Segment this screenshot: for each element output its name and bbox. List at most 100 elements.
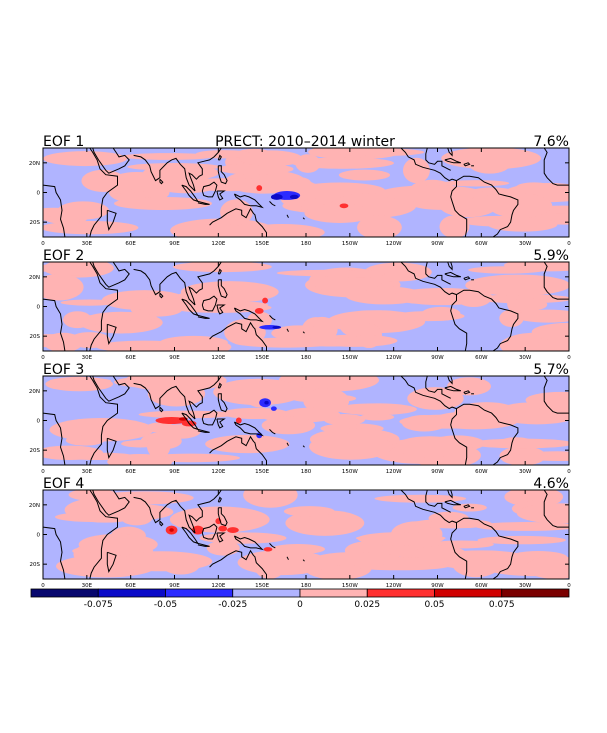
x-tick-label: 90E [169,241,180,247]
x-tick-label: 90W [431,469,444,475]
variance-label: 4.6% [533,476,569,492]
x-tick-label: 120E [211,355,225,361]
positive-region [487,217,558,232]
y-tick-label: 20S [30,220,41,226]
colorbar-tick-label: 0.025 [354,600,380,610]
colorbar-tick-label: 0.075 [489,600,515,610]
x-tick-label: 120W [386,469,402,475]
positive-region [285,510,365,536]
field-shading [43,262,569,351]
coastlines [43,490,569,579]
colorbar-swatch [501,588,570,598]
y-tick-label: 0 [37,533,41,539]
x-tick-label: 30E [82,355,93,361]
field-shading [43,490,569,579]
x-tick-label: 150E [255,469,269,475]
x-tick-label: 120W [386,583,402,589]
colorbar-swatch [165,588,234,598]
positive-region [394,436,465,458]
colorbar: -0.075 -0.05 -0.025 0 0.025 0.05 0.075 [30,588,570,610]
coastlines [43,148,569,237]
y-tick-label: 20N [29,275,40,281]
positive-region [291,157,394,169]
positive-region [402,157,430,184]
positive-region [516,503,569,524]
positive-region [531,322,569,342]
eof-panel-3: EOF 3 5.7% 20N 0 20S 0 30E 60E 90E 120E 150E 180 150… [29,362,571,475]
positive-region [173,262,272,273]
positive-region [146,432,171,459]
colorbar-tick-label: 0.05 [424,600,444,610]
x-tick-label: 180 [301,469,312,475]
positive-region [441,148,541,170]
x-tick-label: 0 [567,469,571,475]
x-tick-label: 30W [519,583,532,589]
positive-region [114,196,213,211]
positive-region [516,451,569,462]
x-tick-label: 60E [125,469,136,475]
panel-label: EOF 3 [43,362,84,378]
colorbar-swatch [30,588,99,598]
positive-region [101,503,174,520]
x-tick-label: 60W [475,241,488,247]
positive-region [488,193,553,219]
x-tick-label: 60W [475,469,488,475]
positive-region [338,169,391,181]
x-tick-label: 120E [211,241,225,247]
positive-region [206,540,240,556]
field-shading [43,376,569,465]
positive-region [413,545,467,562]
positive-region [374,494,467,503]
positive-region [339,312,370,337]
positive-region [455,288,492,308]
positive-region [95,491,194,505]
positive-region [159,424,201,439]
x-tick-label: 30W [519,241,532,247]
positive-region [283,506,335,517]
anomaly-blob [339,203,349,209]
positive-region [465,274,569,296]
positive-region [49,418,154,442]
x-tick-label: 150E [255,241,269,247]
figure-title: PRECT: 2010–2014 winter [215,134,395,150]
x-tick-label: 90W [431,241,444,247]
positive-region [60,299,118,306]
x-tick-label: 150E [255,583,269,589]
positive-region [452,503,487,512]
positive-region [303,388,350,414]
positive-region [470,438,569,449]
colorbar-tick-label: -0.025 [218,600,247,610]
y-tick-label: 20S [30,562,41,568]
coastlines [43,376,569,465]
positive-region [161,555,200,575]
positive-region [525,556,569,579]
positive-region [379,185,484,202]
positive-region [117,313,157,321]
anomaly-blob [272,325,282,329]
colorbar-swatch [366,588,435,598]
panel-label: EOF 2 [43,248,84,264]
x-tick-label: 60W [475,583,488,589]
x-tick-label: 180 [301,355,312,361]
colorbar-tick-label: -0.075 [84,600,113,610]
positive-region [65,435,105,446]
anomaly-blob [262,297,269,304]
positive-region [43,445,104,461]
colorbar-swatch [299,588,368,598]
x-tick-label: 0 [41,469,45,475]
x-tick-label: 120E [211,469,225,475]
anomaly-blob [270,406,277,411]
anomaly-blob [263,547,273,552]
y-tick-label: 20S [30,334,41,340]
x-tick-label: 0 [41,241,45,247]
eof-panel-2: EOF 2 5.9% 20N 0 20S 0 30E 60E 90E 120E 150E 180 150… [29,248,571,361]
positive-region [213,378,304,406]
positive-region [221,407,290,419]
positive-region [304,203,375,223]
y-tick-label: 20N [29,503,40,509]
x-tick-label: 90E [169,469,180,475]
positive-region [124,376,227,392]
colorbar-swatch [97,588,166,598]
anomaly-blob [256,185,263,192]
